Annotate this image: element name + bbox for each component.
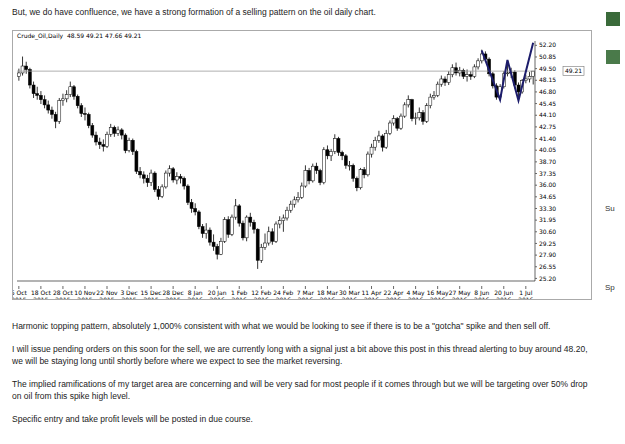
svg-text:31.95: 31.95 [539, 216, 556, 223]
svg-text:18 Mar: 18 Mar [317, 289, 338, 296]
svg-text:2015: 2015 [77, 296, 92, 299]
svg-text:49.21: 49.21 [565, 67, 582, 74]
svg-text:2016: 2016 [232, 296, 247, 299]
svg-text:33.30: 33.30 [539, 205, 556, 212]
svg-text:45.45: 45.45 [539, 100, 556, 107]
svg-text:52.20: 52.20 [539, 41, 556, 48]
html-text:Specific entry and take profit: Specific entry and take profit levels wi… [12, 414, 253, 424]
svg-text:2016: 2016 [188, 296, 203, 299]
svg-text:2015: 2015 [165, 296, 180, 299]
html-text:Crude_Oil,Daily 48.59 49.21 47: Crude_Oil,Daily 48.59 49.21 47.66 49.21 [17, 32, 142, 39]
svg-text:46.80: 46.80 [539, 88, 556, 95]
svg-text:27 May: 27 May [448, 289, 471, 296]
svg-text:30 Mar: 30 Mar [339, 289, 360, 296]
svg-text:2016: 2016 [298, 296, 313, 299]
svg-text:2015: 2015 [99, 296, 114, 299]
svg-text:3 Dec: 3 Dec [120, 289, 137, 296]
svg-text:11 Apr: 11 Apr [361, 289, 382, 296]
svg-text:22 Nov: 22 Nov [96, 289, 118, 296]
svg-text:2016: 2016 [342, 296, 357, 299]
svg-text:48.15: 48.15 [539, 76, 556, 83]
svg-text:1 Feb: 1 Feb [231, 289, 248, 296]
svg-text:7 Mar: 7 Mar [297, 289, 315, 296]
svg-text:10 Nov: 10 Nov [74, 289, 96, 296]
svg-text:2016: 2016 [408, 296, 423, 299]
svg-text:2015: 2015 [143, 296, 158, 299]
svg-text:20 Jun: 20 Jun [494, 289, 514, 296]
svg-text:8 Jan: 8 Jan [187, 289, 203, 296]
html-text:Harmonic topping pattern, abso: Harmonic topping pattern, absolutely 1,0… [12, 321, 551, 331]
svg-text:2016: 2016 [364, 296, 379, 299]
svg-text:22 Apr: 22 Apr [383, 289, 404, 296]
svg-text:2016: 2016 [518, 296, 533, 299]
svg-text:2016: 2016 [452, 296, 467, 299]
svg-text:29.25: 29.25 [539, 240, 556, 247]
svg-text:8 Jun: 8 Jun [474, 289, 490, 296]
svg-text:37.35: 37.35 [539, 170, 556, 177]
svg-text:2016: 2016 [496, 296, 511, 299]
svg-text:2016: 2016 [386, 296, 401, 299]
svg-text:2015: 2015 [55, 296, 70, 299]
svg-text:1 Jul: 1 Jul [519, 289, 533, 296]
svg-text:41.40: 41.40 [539, 135, 556, 142]
html-text:Su: Su [605, 204, 615, 213]
html-text:I will issue pending orders on: I will issue pending orders on this soon… [12, 344, 588, 366]
svg-text:38.70: 38.70 [539, 158, 556, 165]
svg-text:24 Feb: 24 Feb [273, 289, 293, 296]
svg-text:28 Dec: 28 Dec [163, 289, 184, 296]
svg-text:44.10: 44.10 [539, 111, 556, 118]
svg-text:40.05: 40.05 [539, 146, 556, 153]
html-text:But, we do have confluence, we: But, we do have confluence, we have a st… [12, 7, 376, 17]
svg-text:18 Oct: 18 Oct [31, 289, 52, 296]
svg-text:2016: 2016 [210, 296, 225, 299]
svg-text:2015: 2015 [13, 296, 27, 299]
svg-text:20 Jan: 20 Jan [207, 289, 227, 296]
svg-text:30.60: 30.60 [539, 228, 556, 235]
html-text:The implied ramifications of m: The implied ramifications of my target a… [12, 379, 588, 401]
svg-text:25.20: 25.20 [539, 275, 556, 282]
svg-text:26.55: 26.55 [539, 263, 556, 270]
svg-text:28 Oct: 28 Oct [53, 289, 74, 296]
svg-text:12 Feb: 12 Feb [251, 289, 271, 296]
svg-text:2015: 2015 [121, 296, 136, 299]
svg-text:27.90: 27.90 [539, 251, 556, 258]
html-text:Sp: Sp [605, 283, 615, 292]
svg-text:6 Oct: 6 Oct [13, 289, 28, 296]
svg-text:2016: 2016 [254, 296, 269, 299]
svg-text:2016: 2016 [320, 296, 335, 299]
svg-text:49.50: 49.50 [539, 65, 556, 72]
svg-text:16 May: 16 May [426, 289, 449, 296]
svg-text:34.65: 34.65 [539, 193, 556, 200]
svg-text:50.85: 50.85 [539, 53, 556, 60]
svg-text:42.75: 42.75 [539, 123, 556, 130]
svg-text:4 May: 4 May [406, 289, 425, 296]
svg-text:15 Dec: 15 Dec [141, 289, 162, 296]
svg-text:2016: 2016 [276, 296, 291, 299]
svg-text:36.00: 36.00 [539, 181, 556, 188]
svg-text:2016: 2016 [430, 296, 445, 299]
svg-text:2015: 2015 [33, 296, 48, 299]
svg-text:2016: 2016 [474, 296, 489, 299]
